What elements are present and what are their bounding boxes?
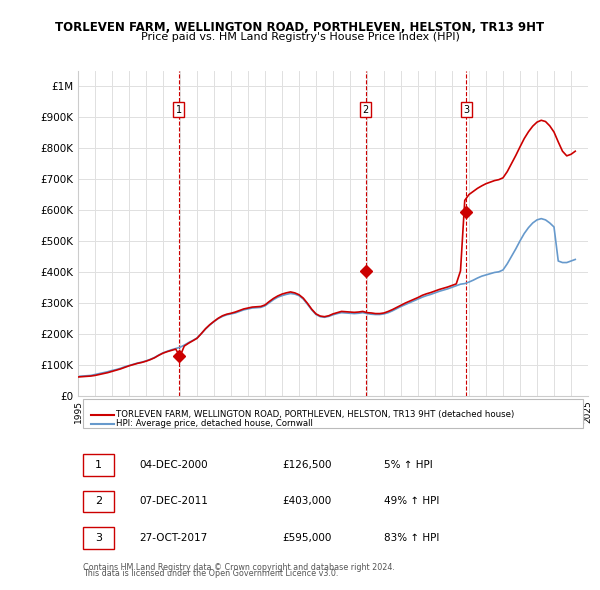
Text: 49% ↑ HPI: 49% ↑ HPI bbox=[384, 496, 439, 506]
Text: TORLEVEN FARM, WELLINGTON ROAD, PORTHLEVEN, HELSTON, TR13 9HT: TORLEVEN FARM, WELLINGTON ROAD, PORTHLEV… bbox=[55, 21, 545, 34]
Text: Contains HM Land Registry data © Crown copyright and database right 2024.: Contains HM Land Registry data © Crown c… bbox=[83, 563, 395, 572]
Text: 3: 3 bbox=[463, 105, 469, 115]
Text: 1: 1 bbox=[176, 105, 182, 115]
Text: 04-DEC-2000: 04-DEC-2000 bbox=[139, 460, 208, 470]
Text: £403,000: £403,000 bbox=[282, 496, 331, 506]
Text: 5% ↑ HPI: 5% ↑ HPI bbox=[384, 460, 433, 470]
Text: £126,500: £126,500 bbox=[282, 460, 331, 470]
Text: TORLEVEN FARM, WELLINGTON ROAD, PORTHLEVEN, HELSTON, TR13 9HT (detached house): TORLEVEN FARM, WELLINGTON ROAD, PORTHLEV… bbox=[116, 410, 515, 419]
Text: 27-OCT-2017: 27-OCT-2017 bbox=[139, 533, 208, 543]
FancyBboxPatch shape bbox=[83, 454, 114, 476]
Text: 07-DEC-2011: 07-DEC-2011 bbox=[139, 496, 208, 506]
Text: 2: 2 bbox=[95, 496, 102, 506]
Text: HPI: Average price, detached house, Cornwall: HPI: Average price, detached house, Corn… bbox=[116, 419, 313, 428]
Text: 2: 2 bbox=[362, 105, 369, 115]
Text: 1: 1 bbox=[95, 460, 102, 470]
FancyBboxPatch shape bbox=[83, 527, 114, 549]
Text: £595,000: £595,000 bbox=[282, 533, 331, 543]
Text: 3: 3 bbox=[95, 533, 102, 543]
Text: 83% ↑ HPI: 83% ↑ HPI bbox=[384, 533, 439, 543]
FancyBboxPatch shape bbox=[83, 399, 583, 428]
Text: This data is licensed under the Open Government Licence v3.0.: This data is licensed under the Open Gov… bbox=[83, 569, 338, 578]
FancyBboxPatch shape bbox=[83, 490, 114, 513]
Text: Price paid vs. HM Land Registry's House Price Index (HPI): Price paid vs. HM Land Registry's House … bbox=[140, 32, 460, 42]
